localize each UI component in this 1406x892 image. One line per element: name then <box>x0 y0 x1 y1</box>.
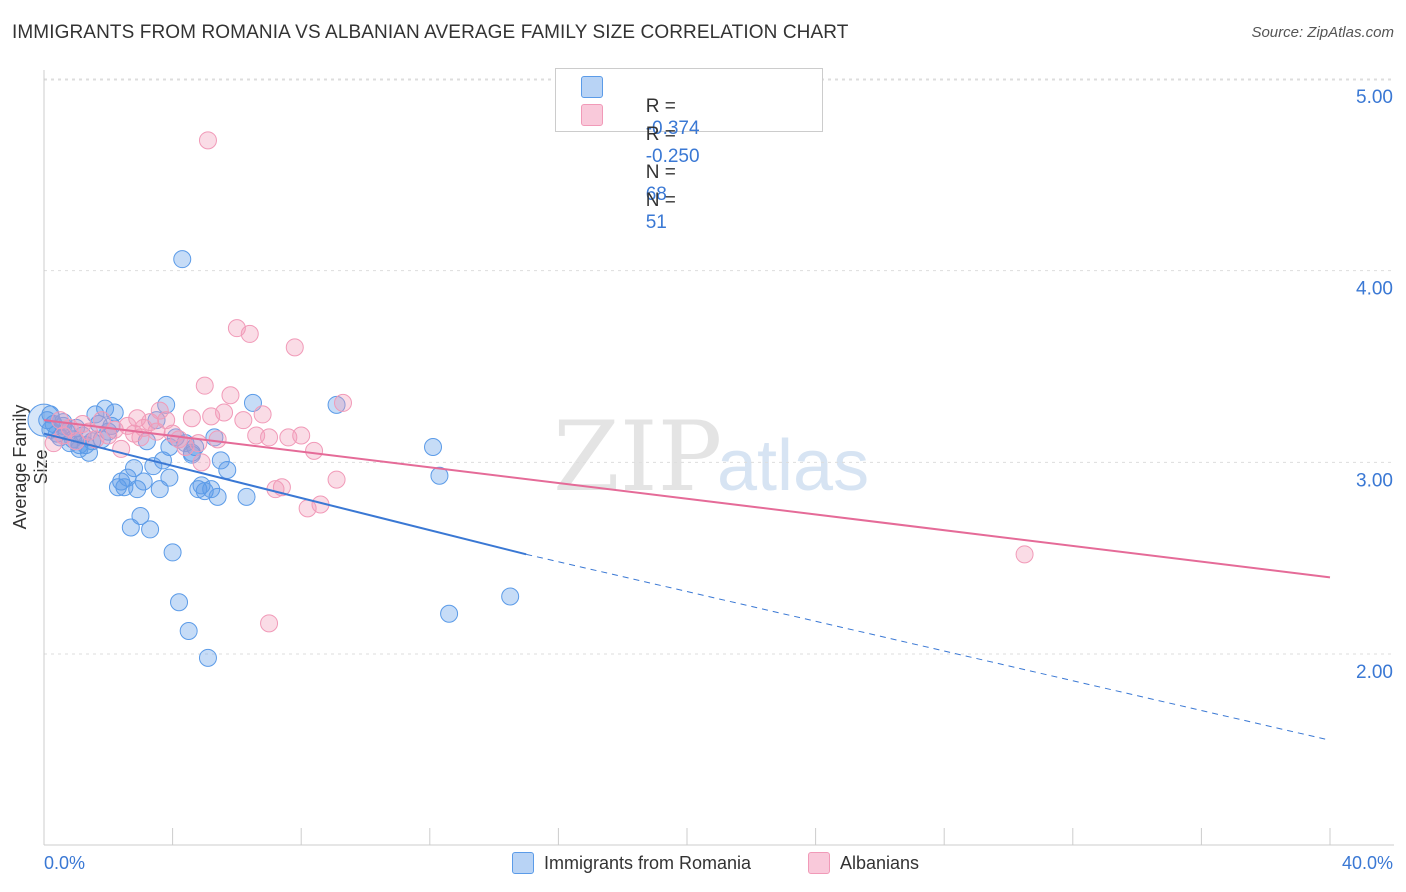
point-romania <box>125 459 144 478</box>
r-value: -0.374 <box>645 118 700 139</box>
point-romania <box>179 622 198 640</box>
point-albanians <box>80 422 99 441</box>
n-label: N = <box>645 190 676 211</box>
point-albanians <box>260 428 279 447</box>
point-albanians <box>333 393 352 412</box>
source-label: Source: ZipAtlas.com <box>1251 24 1394 41</box>
point-albanians <box>198 131 217 150</box>
point-albanians <box>221 386 240 405</box>
point-romania <box>160 468 179 487</box>
point-albanians <box>92 411 111 430</box>
trend-romania-solid <box>43 432 527 556</box>
point-romania <box>237 487 256 506</box>
point-romania <box>424 438 443 456</box>
point-romania <box>198 648 217 667</box>
point-albanians <box>170 430 189 449</box>
point-albanians <box>234 411 253 430</box>
point-romania <box>150 480 169 499</box>
legend-item-romania[interactable]: Immigrants from Romania <box>512 852 751 874</box>
point-romania <box>182 445 201 464</box>
r-label: R = <box>645 96 676 117</box>
chart-title: IMMIGRANTS FROM ROMANIA VS ALBANIAN AVER… <box>12 22 849 43</box>
legend-label-romania: Immigrants from Romania <box>544 852 752 873</box>
series-romania-points <box>27 250 520 667</box>
point-romania <box>430 466 449 485</box>
point-romania <box>218 461 237 479</box>
point-romania <box>173 250 192 269</box>
point-albanians <box>1015 545 1034 564</box>
point-albanians <box>215 403 234 422</box>
point-albanians <box>150 401 169 420</box>
n-value: 51 <box>645 212 667 233</box>
axes <box>43 70 1394 846</box>
point-albanians <box>240 324 259 343</box>
point-romania <box>211 451 230 470</box>
point-albanians <box>189 434 208 453</box>
point-romania <box>163 543 182 562</box>
point-romania <box>128 480 147 499</box>
romania-swatch <box>512 852 534 874</box>
point-romania <box>141 520 160 539</box>
point-romania <box>121 518 140 537</box>
point-romania <box>108 478 127 497</box>
tick-labels: 5.00 4.00 3.00 2.00 0.0% 40.0% <box>44 87 1393 873</box>
point-albanians <box>208 430 227 449</box>
point-romania <box>327 395 346 414</box>
y-tick-label: 4.00 <box>1356 279 1393 300</box>
point-romania <box>208 487 227 506</box>
y-tick-label: 5.00 <box>1356 87 1393 108</box>
legend-label-albanians: Albanians <box>840 852 920 873</box>
legend-item-albanians[interactable]: Albanians <box>808 852 919 874</box>
trend-albanians <box>43 419 1331 579</box>
point-albanians <box>305 441 324 460</box>
point-romania <box>202 480 221 499</box>
y-tick-label: 3.00 <box>1356 470 1393 491</box>
point-albanians <box>141 413 160 432</box>
point-albanians <box>253 405 272 424</box>
n-value: 68 <box>645 184 667 205</box>
point-romania <box>96 399 115 418</box>
point-romania <box>131 507 150 525</box>
y-tick-label: 2.00 <box>1356 662 1393 683</box>
r-value: -0.250 <box>645 146 700 167</box>
trend-romania-dashed <box>526 553 1331 741</box>
n-label: N = <box>645 162 676 183</box>
point-albanians <box>195 376 214 395</box>
point-albanians <box>192 453 211 472</box>
point-albanians <box>285 338 304 357</box>
point-albanians <box>147 422 166 441</box>
point-albanians <box>182 409 201 428</box>
point-romania <box>501 587 520 606</box>
point-albanians <box>260 614 279 633</box>
point-albanians <box>327 470 346 489</box>
x-tick-label: 0.0% <box>44 853 85 873</box>
gridlines <box>44 78 1394 655</box>
albanians-swatch <box>808 852 830 874</box>
point-romania <box>160 438 179 456</box>
trend-lines <box>43 419 1331 741</box>
watermark-atlas: atlas <box>717 426 869 506</box>
romania-swatch <box>581 76 603 98</box>
point-romania <box>243 393 262 412</box>
correlation-legend: R = -0.374 N = 68 R = -0.250 N = 51 <box>555 68 823 233</box>
point-romania <box>192 476 211 495</box>
x-tick-label: 40.0% <box>1342 853 1393 873</box>
albanians-swatch <box>581 104 603 126</box>
bottom-legend: Immigrants from Romania Albanians <box>0 852 1406 880</box>
point-romania <box>170 593 189 612</box>
point-romania <box>440 604 459 623</box>
watermark-zip: ZIP <box>553 401 722 513</box>
series-albanians-points <box>44 131 1034 633</box>
r-label: R = <box>645 124 676 145</box>
point-albanians <box>292 426 311 445</box>
point-romania <box>134 472 153 491</box>
point-albanians <box>44 434 63 453</box>
